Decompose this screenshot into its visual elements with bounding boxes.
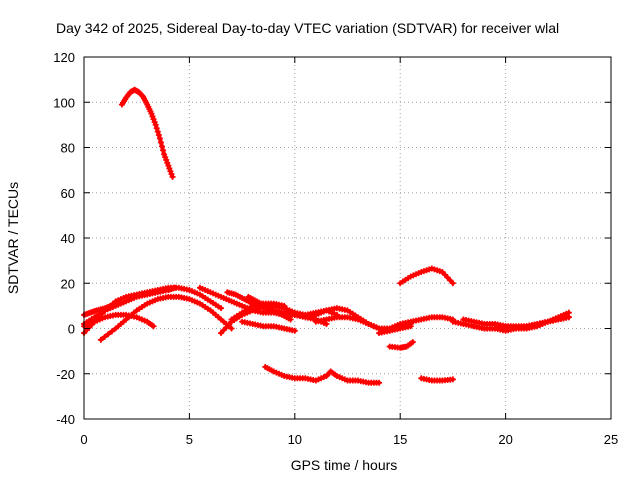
data-point <box>161 151 168 158</box>
data-layer <box>81 86 572 386</box>
y-tick-label: 20 <box>61 276 75 291</box>
series-arc-16 <box>397 265 456 287</box>
x-tick-label: 5 <box>186 432 193 447</box>
y-tick-label: -40 <box>56 412 75 427</box>
series-arc-11 <box>245 293 294 323</box>
series-arc-6 <box>81 284 178 327</box>
data-point <box>166 165 173 172</box>
data-point <box>281 302 288 309</box>
data-point <box>149 113 156 120</box>
data-point <box>407 320 414 327</box>
x-tick-label: 10 <box>288 432 302 447</box>
plot-frame <box>83 56 612 420</box>
x-tick-label: 20 <box>498 432 512 447</box>
data-point <box>167 168 174 175</box>
data-point <box>156 135 163 142</box>
y-axis-label: SDTVAR / TECUs <box>5 182 21 294</box>
data-point <box>449 376 456 383</box>
y-tick-label: 60 <box>61 186 75 201</box>
data-point <box>287 316 294 323</box>
data-point <box>565 314 572 321</box>
series-arc-1 <box>118 86 176 180</box>
y-tick-label: 100 <box>53 95 75 110</box>
data-point <box>171 284 178 291</box>
series-arc-15 <box>376 320 414 337</box>
grid-layer <box>84 57 611 419</box>
data-point <box>163 156 170 163</box>
data-point <box>160 147 167 154</box>
data-point <box>154 128 161 135</box>
series-arc-10 <box>228 300 288 323</box>
y-tick-label: 80 <box>61 141 75 156</box>
y-tick-label: 120 <box>53 50 75 65</box>
data-point <box>218 305 225 312</box>
data-point <box>228 325 235 332</box>
y-tick-label: -20 <box>56 367 75 382</box>
data-point <box>165 162 172 169</box>
data-point <box>155 132 162 139</box>
data-point <box>162 154 169 161</box>
y-tick-label: 40 <box>61 231 75 246</box>
data-point <box>169 173 176 180</box>
data-point <box>148 110 155 117</box>
data-point <box>164 159 171 166</box>
data-point <box>291 327 298 334</box>
x-tick-label: 25 <box>604 432 618 447</box>
data-point <box>409 339 416 346</box>
series-arc-5 <box>97 293 235 343</box>
data-point <box>108 328 115 335</box>
series-arc-19 <box>418 375 456 384</box>
series-arc-22 <box>470 314 572 334</box>
x-axis-label: GPS time / hours <box>291 457 398 473</box>
y-tick-label: 0 <box>68 322 75 337</box>
data-point <box>97 336 104 343</box>
data-point <box>152 121 159 128</box>
data-point <box>150 116 157 123</box>
data-point <box>153 125 160 132</box>
data-point <box>150 323 157 330</box>
data-point <box>101 333 108 340</box>
series-arc-12 <box>239 318 298 334</box>
data-point <box>158 143 165 150</box>
data-point <box>168 171 175 178</box>
data-point <box>138 92 145 99</box>
series-arc-17 <box>386 339 416 351</box>
x-tick-label: 0 <box>80 432 87 447</box>
series-arc-18 <box>262 363 383 386</box>
data-point <box>449 280 456 287</box>
tick-layer: -40 -20 0 20 40 60 80 100 120 0 5 10 15 20 25 <box>53 50 618 447</box>
data-point <box>376 379 383 386</box>
data-point <box>105 331 112 338</box>
chart-title: Day 342 of 2025, Sidereal Day-to-day VTE… <box>56 20 559 36</box>
x-tick-label: 15 <box>393 432 407 447</box>
data-point <box>157 139 164 146</box>
data-point <box>151 119 158 126</box>
